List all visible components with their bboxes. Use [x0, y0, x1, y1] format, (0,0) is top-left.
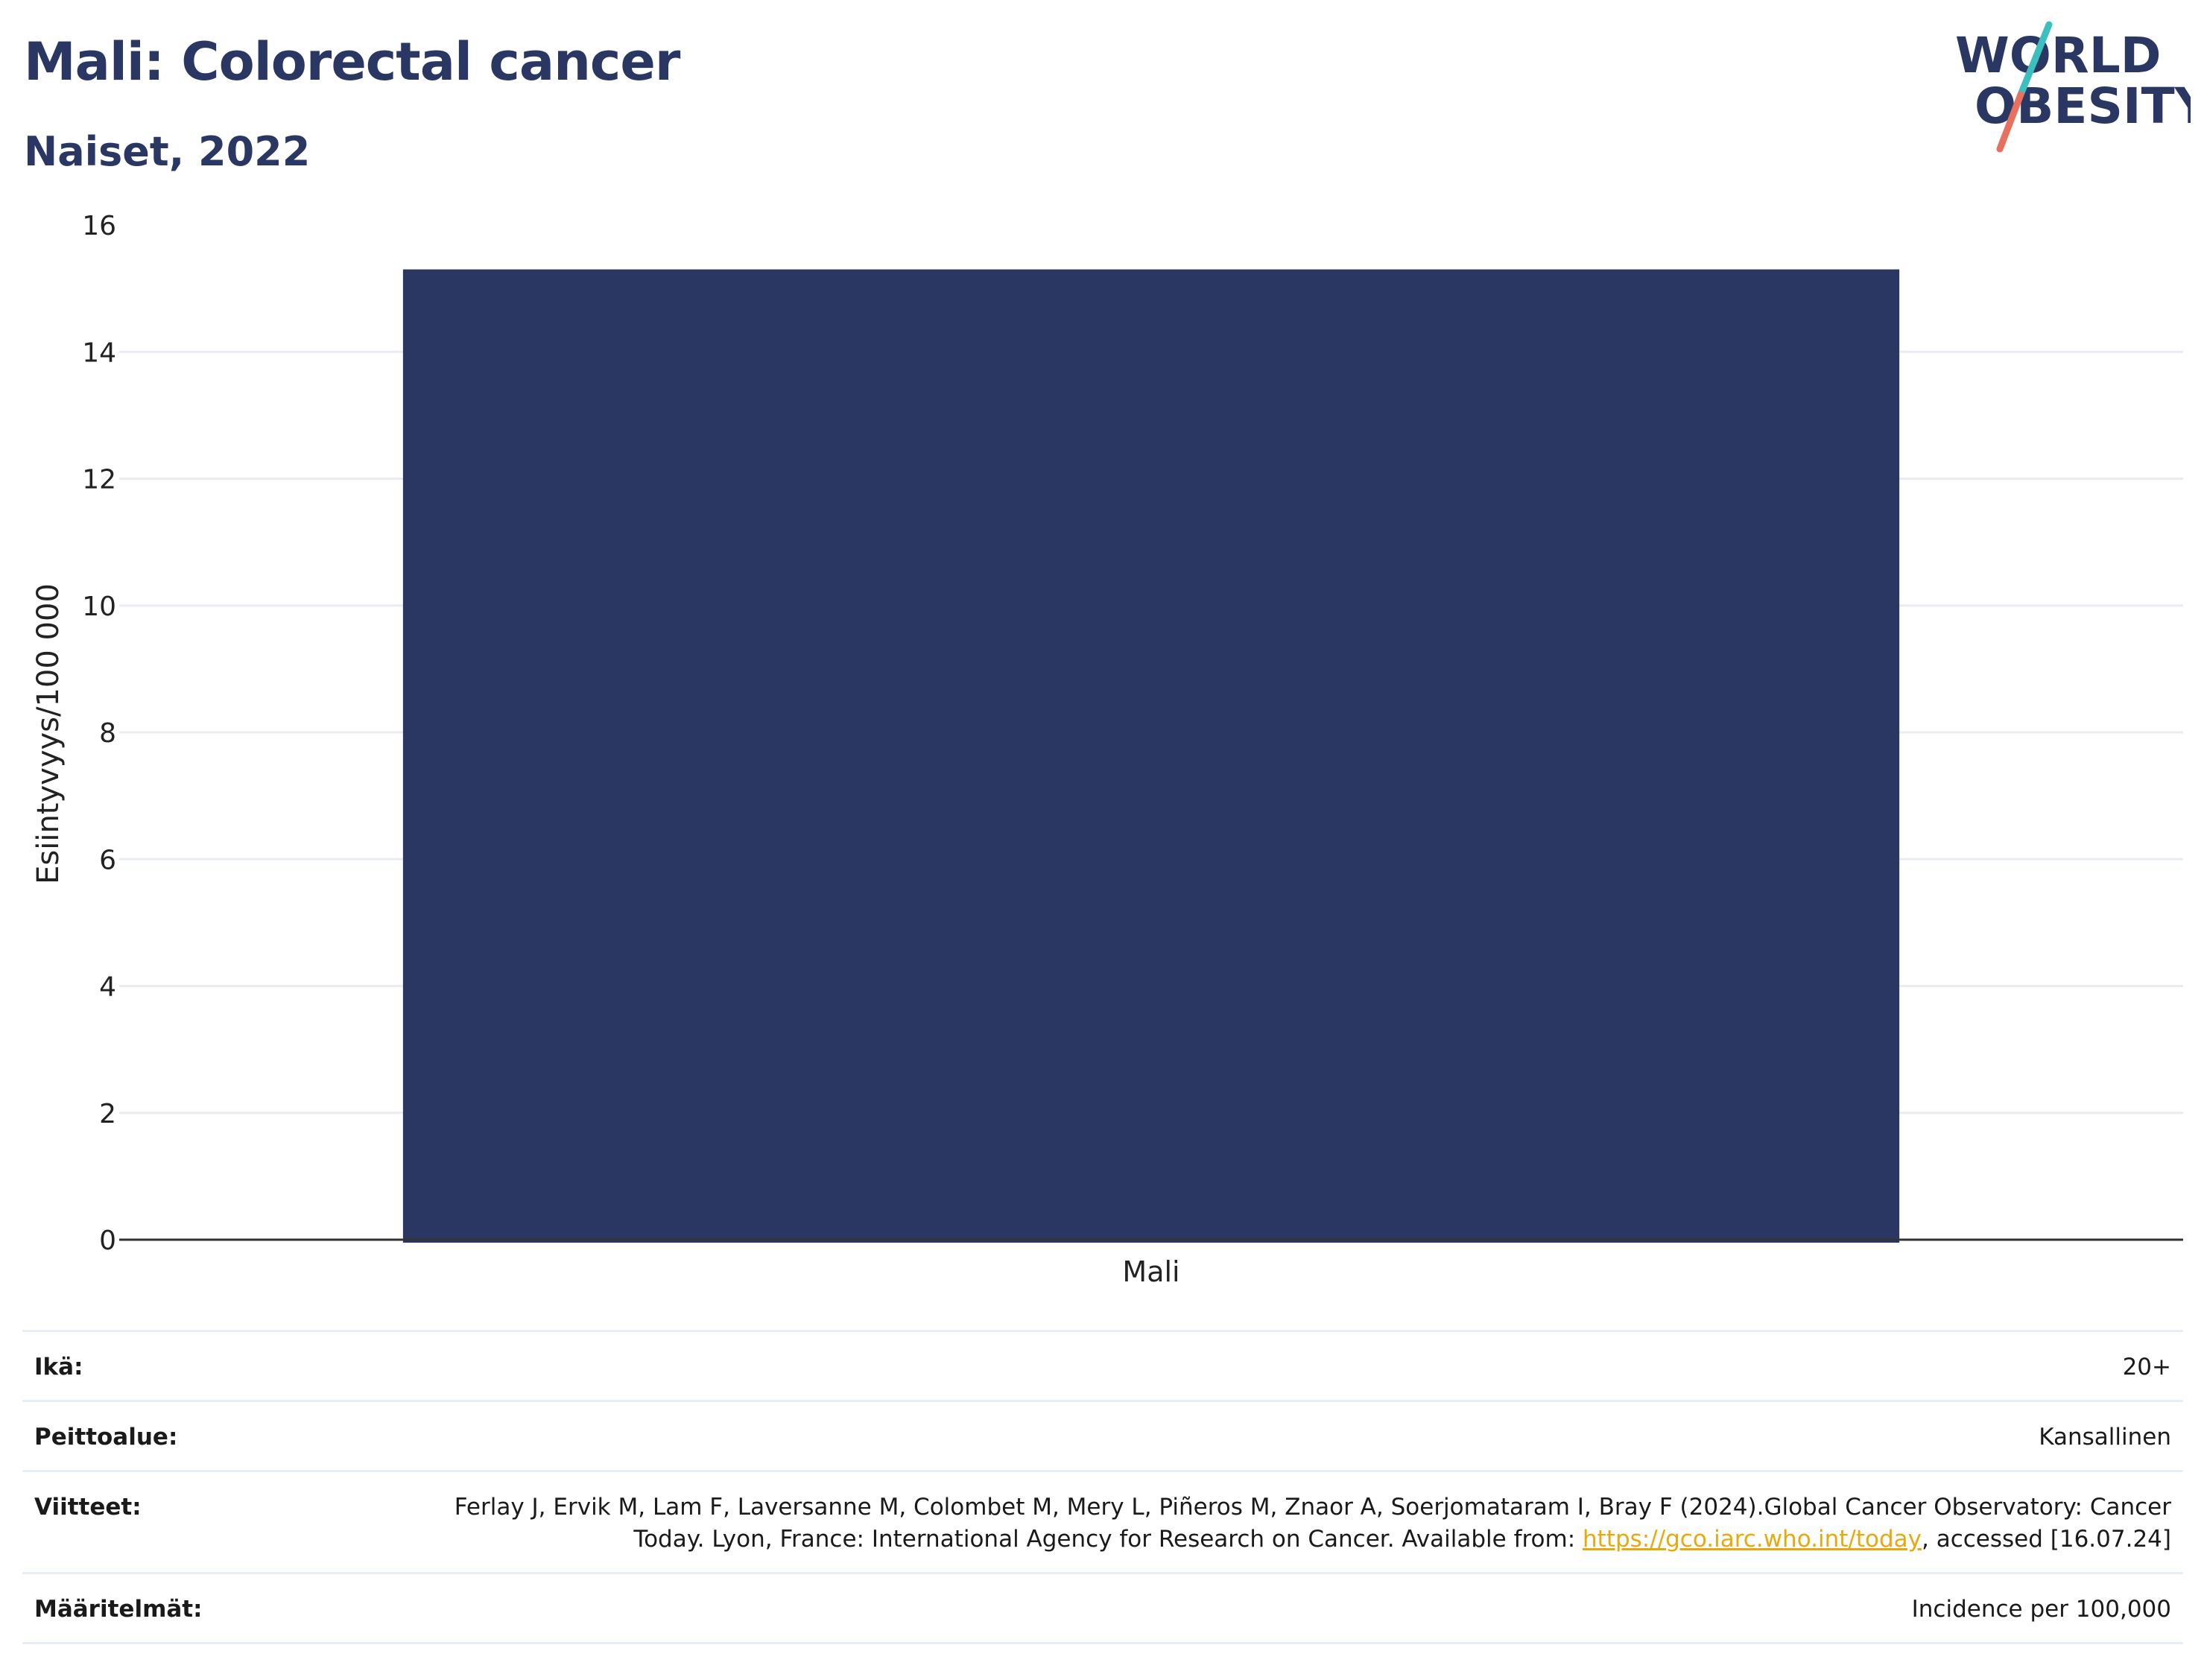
references-label: Viitteet:: [34, 1494, 142, 1521]
info-row-references: Viitteet: Ferlay J, Ervik M, Lam F, Lave…: [22, 1470, 2183, 1572]
definitions-value: Incidence per 100,000: [1911, 1596, 2171, 1623]
bar-chart: 0 2 4 6 8 10 12 14 16 Mali Esiintyvyys/100 000: [31, 211, 2183, 1288]
chart-subtitle: Naiset, 2022: [24, 128, 311, 175]
y-tick-label: 12: [82, 465, 116, 495]
chart-title: Mali: Colorectal cancer: [24, 31, 680, 92]
y-tick-label: 10: [82, 592, 116, 622]
references-suffix: , accessed [16.07.24]: [1921, 1526, 2171, 1553]
y-tick-label: 16: [82, 211, 116, 241]
y-tick-label: 8: [99, 718, 116, 749]
y-tick-label: 6: [99, 845, 116, 875]
bars: [402, 269, 1900, 1243]
age-value: 20+: [2122, 1354, 2171, 1381]
y-tick-label: 14: [82, 337, 116, 368]
x-tick-label: Mali: [1122, 1255, 1179, 1288]
world-obesity-logo: WORLD OBESITY: [1955, 21, 2191, 153]
logo-line1: WORLD: [1955, 27, 2162, 84]
y-tick-labels: 0 2 4 6 8 10 12 14 16: [82, 211, 116, 1256]
info-row-coverage: Peittoalue: Kansallinen: [22, 1400, 2183, 1470]
definitions-label: Määritelmät:: [34, 1596, 203, 1623]
info-row-definitions: Määritelmät: Incidence per 100,000: [22, 1572, 2183, 1644]
info-row-age: Ikä: 20+: [22, 1330, 2183, 1400]
y-tick-label: 2: [99, 1099, 116, 1129]
references-value: Ferlay J, Ervik M, Lam F, Laversanne M, …: [383, 1492, 2171, 1556]
logo-slash-teal: [2017, 21, 2053, 98]
logo-slash-coral: [1996, 91, 2024, 153]
y-tick-label: 4: [99, 972, 116, 1003]
y-axis-title: Esiintyvyys/100 000: [31, 583, 66, 884]
x-tick-labels: Mali: [1122, 1255, 1179, 1288]
references-text: Ferlay J, Ervik M, Lam F, Laversanne M, …: [454, 1494, 2171, 1553]
age-label: Ikä:: [34, 1354, 83, 1381]
bar-mali[interactable]: [402, 269, 1900, 1243]
y-tick-label: 0: [99, 1226, 116, 1256]
coverage-label: Peittoalue:: [34, 1424, 178, 1451]
coverage-value: Kansallinen: [2039, 1424, 2171, 1451]
info-table: Ikä: 20+ Peittoalue: Kansallinen Viittee…: [22, 1330, 2183, 1644]
references-link[interactable]: https://gco.iarc.who.int/today: [1583, 1526, 1922, 1553]
